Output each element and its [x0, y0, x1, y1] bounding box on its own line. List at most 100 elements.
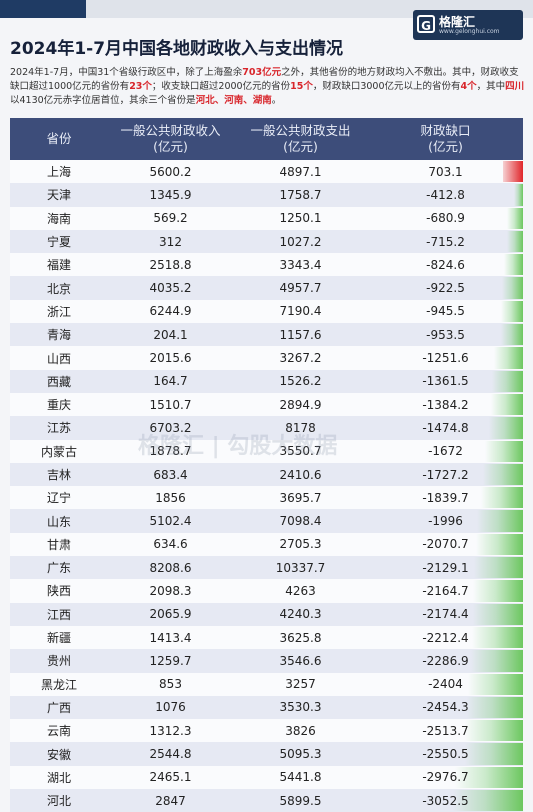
summary-text: ；收支缺口超过2000亿元的省份 [151, 81, 291, 92]
table-row: 海南 569.2 1250.1 -680.9 [10, 206, 523, 230]
summary-highlight: 703亿元 [242, 67, 282, 78]
cell-expenditure: 7190.4 [233, 300, 368, 323]
cell-gap: -1672 [368, 440, 523, 463]
cell-province-text: 海南 [46, 211, 71, 226]
cell-province-text: 青海 [46, 328, 71, 343]
cell-expenditure-text: 3530.3 [279, 700, 322, 715]
cell-revenue-text: 569.2 [153, 211, 188, 226]
cell-expenditure-text: 5095.3 [279, 747, 322, 762]
cell-province: 吉林 [10, 463, 108, 486]
cell-revenue-text: 1259.7 [149, 653, 192, 668]
cell-province: 海南 [10, 207, 108, 230]
gap-bar [513, 184, 523, 206]
table-row: 吉林 683.4 2410.6 -1727.2 [10, 462, 523, 487]
table-row: 青海 204.1 1157.6 -953.5 [10, 323, 523, 347]
cell-gap: -2404 [368, 673, 523, 696]
table-row: 江苏 6703.2 8178 -1474.8 [10, 416, 523, 440]
header-unit: (亿元) [153, 139, 188, 154]
cell-gap: -2286.9 [368, 649, 523, 672]
cell-expenditure-text: 1758.7 [279, 187, 322, 202]
cell-expenditure: 4240.3 [233, 603, 368, 626]
cell-province-text: 黑龙江 [40, 677, 77, 692]
cell-gap: -1251.6 [368, 346, 523, 369]
cell-province-text: 广东 [46, 561, 71, 576]
cell-revenue-text: 683.4 [153, 467, 188, 482]
gap-bar [475, 533, 523, 556]
cell-expenditure-text: 4240.3 [279, 607, 322, 622]
cell-expenditure-text: 3550.7 [279, 444, 322, 459]
gap-value: -945.5 [426, 304, 465, 319]
cell-expenditure: 7098.4 [233, 509, 368, 532]
cell-gap: -715.2 [368, 230, 523, 253]
cell-province: 安徽 [10, 742, 108, 765]
gap-bar [503, 161, 523, 183]
summary-highlight: 四川 [505, 81, 525, 92]
cell-province: 山东 [10, 509, 108, 532]
cell-gap: -2976.7 [368, 766, 523, 789]
cell-revenue: 204.1 [108, 323, 233, 346]
gap-value: -2212.4 [422, 630, 469, 645]
table-row: 宁夏 312 1027.2 -715.2 [10, 229, 523, 254]
gap-value: -2164.7 [422, 583, 469, 598]
summary-highlight: 15个 [290, 81, 313, 92]
cell-expenditure-text: 4957.7 [279, 281, 322, 296]
cell-province-text: 辽宁 [46, 491, 71, 506]
cell-revenue: 1510.7 [108, 393, 233, 416]
cell-expenditure: 3550.7 [233, 440, 368, 463]
cell-revenue-text: 2544.8 [149, 747, 192, 762]
cell-expenditure: 4957.7 [233, 276, 368, 299]
gap-bar [454, 766, 523, 789]
summary-paragraph: 2024年1-7月，中国31个省级行政区中，除了上海盈余703亿元之外，其他省份… [10, 66, 525, 108]
table-header: 省份 一般公共财政收入 (亿元) 一般公共财政支出 (亿元) 财政缺口 (亿元) [10, 118, 523, 160]
gap-bar [474, 557, 523, 579]
gap-value: -680.9 [426, 211, 465, 226]
cell-gap: -824.6 [368, 253, 523, 276]
cell-revenue: 634.6 [108, 533, 233, 556]
cell-revenue-text: 2015.6 [149, 351, 192, 366]
cell-revenue: 1856 [108, 486, 233, 509]
header-province: 省份 [10, 118, 108, 160]
cell-revenue-text: 2518.8 [149, 257, 192, 272]
cell-revenue-text: 2065.9 [149, 607, 192, 622]
cell-expenditure-text: 1027.2 [279, 234, 322, 249]
cell-province: 西藏 [10, 370, 108, 393]
cell-gap: -953.5 [368, 323, 523, 346]
cell-revenue: 683.4 [108, 463, 233, 486]
cell-expenditure-text: 3546.6 [279, 653, 322, 668]
gap-value: -1384.2 [422, 397, 469, 412]
cell-revenue-text: 6703.2 [149, 420, 192, 435]
table-row: 贵州 1259.7 3546.6 -2286.9 [10, 649, 523, 673]
cell-expenditure: 3257 [233, 673, 368, 696]
header-line: 一般公共财政收入 [120, 123, 221, 138]
cell-revenue: 2065.9 [108, 603, 233, 626]
cell-province: 天津 [10, 183, 108, 206]
cell-province: 陕西 [10, 579, 108, 602]
gap-value: -2174.4 [422, 607, 469, 622]
cell-expenditure-text: 2705.3 [279, 537, 322, 552]
cell-expenditure: 8178 [233, 416, 368, 439]
gap-value: -412.8 [426, 187, 465, 202]
cell-revenue: 5102.4 [108, 509, 233, 532]
header-revenue: 一般公共财政收入 (亿元) [108, 118, 233, 160]
cell-revenue: 1312.3 [108, 719, 233, 742]
cell-revenue-text: 204.1 [153, 327, 188, 342]
gap-value: -953.5 [426, 327, 465, 342]
cell-revenue-text: 2098.3 [149, 583, 192, 598]
table-row: 天津 1345.9 1758.7 -412.8 [10, 183, 523, 207]
gap-value: -1727.2 [422, 467, 469, 482]
cell-province: 辽宁 [10, 486, 108, 509]
cell-province-text: 贵州 [46, 654, 71, 669]
gap-bar [470, 650, 523, 672]
cell-province: 浙江 [10, 300, 108, 323]
cell-gap: -2550.5 [368, 742, 523, 765]
gap-value: -1474.8 [422, 420, 469, 435]
gap-bar [501, 324, 523, 346]
cell-revenue-text: 1856 [155, 490, 186, 505]
cell-province: 北京 [10, 276, 108, 299]
cell-expenditure: 3826 [233, 719, 368, 742]
cell-revenue-text: 1345.9 [149, 187, 192, 202]
header-line: 一般公共财政支出 [250, 123, 351, 138]
cell-province-text: 山西 [46, 351, 71, 366]
cell-revenue-text: 853 [159, 677, 182, 692]
gap-bar [465, 720, 523, 742]
